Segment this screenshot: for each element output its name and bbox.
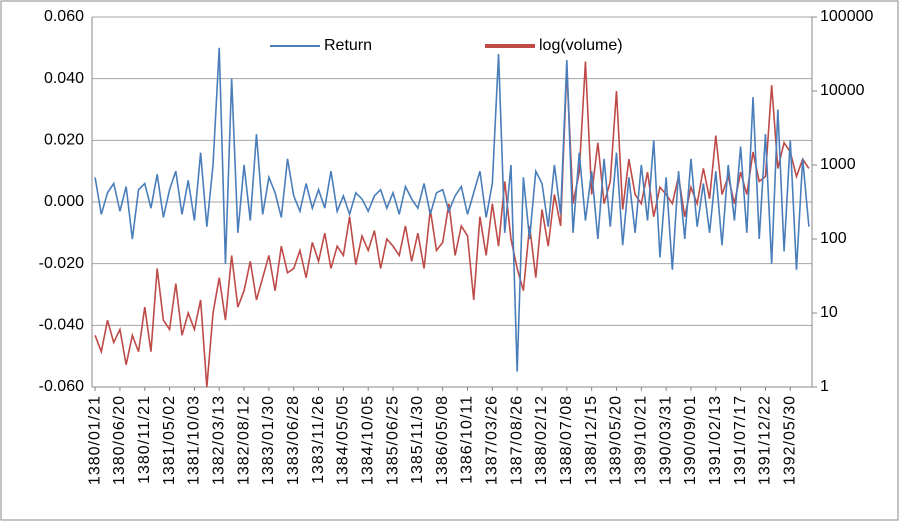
y-tick-label: -0.040 [39, 317, 84, 334]
x-tick-label: 1390/03/31 [657, 395, 674, 485]
x-tick-label: 1388/07/08 [558, 395, 575, 485]
x-tick-label: 1390/09/01 [682, 395, 699, 485]
y2-tick-label: 10000 [820, 82, 865, 99]
x-tick-label: 1380/01/21 [86, 395, 103, 485]
x-tick-label: 1382/08/12 [235, 395, 252, 485]
x-tick-label: 1380/06/20 [111, 395, 128, 485]
x-tick-label: 1389/10/21 [633, 395, 650, 485]
y-tick-label: 0.020 [44, 132, 84, 149]
y2-tick-label: 100 [820, 230, 847, 247]
y2-tick-label: 10 [820, 304, 838, 321]
x-tick-label: 1391/07/17 [732, 395, 749, 485]
y-tick-label: 0.000 [44, 193, 84, 210]
x-tick-label: 1384/10/05 [359, 395, 376, 485]
y2-tick-label: 100000 [820, 8, 873, 25]
x-tick-label: 1382/03/13 [210, 395, 227, 485]
y-tick-label: 0.040 [44, 70, 84, 87]
y-tick-label: 0.060 [44, 8, 84, 25]
x-tick-label: 1383/11/26 [310, 395, 327, 484]
x-tick-label: 1383/01/30 [260, 395, 277, 485]
series-line [94, 47, 810, 372]
y2-tick-label: 1 [820, 378, 829, 395]
x-tick-label: 1385/11/30 [409, 395, 426, 484]
x-tick-label: 1392/05/30 [781, 395, 798, 485]
x-tick-label: 1387/08/26 [508, 395, 525, 485]
x-tick-label: 1386/10/11 [459, 395, 476, 484]
x-tick-label: 1391/02/13 [707, 395, 724, 485]
x-tick-label: 1386/05/08 [434, 395, 451, 485]
x-tick-label: 1388/12/15 [583, 395, 600, 485]
x-tick-label: 1387/03/26 [484, 395, 501, 485]
legend-label: Return [324, 37, 372, 54]
legend-label: log(volume) [539, 37, 623, 54]
x-tick-label: 1383/06/28 [285, 395, 302, 485]
series-line [94, 61, 810, 388]
y-tick-label: -0.060 [39, 378, 84, 395]
x-tick-label: 1385/06/25 [384, 395, 401, 485]
x-tick-label: 1381/05/02 [161, 395, 178, 485]
x-tick-label: 1388/02/12 [533, 395, 550, 485]
x-tick-label: 1381/10/03 [186, 395, 203, 485]
y-tick-label: -0.020 [39, 255, 84, 272]
x-tick-label: 1391/12/22 [757, 395, 774, 485]
x-tick-label: 1380/11/21 [136, 395, 153, 484]
x-tick-label: 1389/05/20 [608, 395, 625, 485]
y2-tick-label: 1000 [820, 156, 856, 173]
x-tick-label: 1384/05/05 [335, 395, 352, 485]
